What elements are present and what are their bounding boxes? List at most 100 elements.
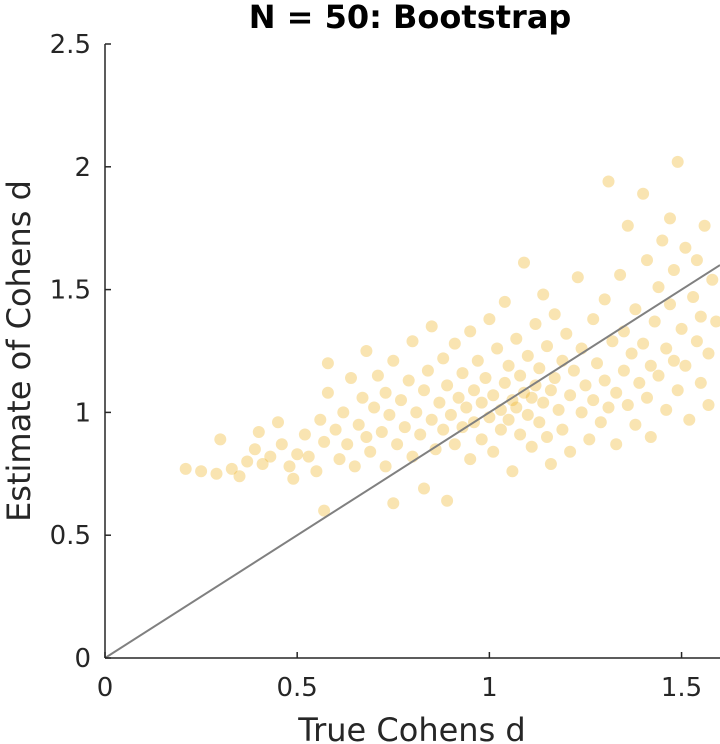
data-point [510, 401, 523, 414]
data-point [579, 379, 592, 392]
y-axis-ticks: 0 0.5 1 1.5 2 2.5 [50, 30, 111, 674]
data-point [648, 315, 661, 328]
x-tick-label: 1 [481, 673, 498, 703]
data-point [233, 470, 246, 483]
data-point [683, 413, 696, 426]
data-point [302, 450, 315, 463]
data-point [702, 347, 715, 360]
data-point [321, 357, 334, 370]
data-point [602, 175, 615, 188]
data-point [487, 445, 500, 458]
data-point [287, 472, 300, 485]
data-point [333, 453, 346, 466]
data-point [518, 256, 530, 269]
data-point [283, 460, 296, 473]
data-point [360, 431, 373, 443]
x-tick-label: 0.5 [277, 673, 318, 703]
data-point [506, 394, 519, 407]
data-point [664, 212, 676, 225]
chart-title: N = 50: Bootstrap [249, 0, 572, 36]
data-point [571, 271, 584, 284]
data-point [272, 416, 284, 429]
data-point [471, 354, 484, 367]
x-tick-label: 1.5 [661, 673, 702, 703]
data-point [629, 418, 642, 431]
y-tick-label: 0 [74, 644, 91, 674]
identity-reference-line [104, 264, 720, 659]
data-point [225, 462, 238, 475]
data-points [179, 155, 720, 517]
data-point [483, 313, 496, 326]
data-point [425, 320, 438, 333]
data-point [560, 327, 573, 340]
data-point [710, 315, 720, 328]
data-point [502, 413, 515, 426]
data-point [514, 428, 527, 441]
data-point [525, 391, 538, 404]
data-point [487, 389, 500, 402]
data-point [444, 408, 457, 421]
data-point [641, 254, 653, 267]
y-tick-label: 1.5 [50, 276, 91, 306]
data-point [679, 241, 692, 254]
data-point [275, 438, 288, 451]
data-point [383, 408, 396, 421]
data-point [429, 443, 442, 456]
data-point [694, 376, 707, 389]
data-point [348, 460, 361, 473]
data-point [418, 482, 430, 495]
data-point [506, 465, 519, 478]
data-point [521, 349, 534, 362]
data-point [544, 458, 557, 470]
data-point [356, 391, 369, 404]
data-point [690, 254, 703, 267]
data-point [594, 416, 607, 429]
data-point [644, 359, 657, 372]
data-point [656, 234, 669, 247]
y-tick-label: 0.5 [50, 521, 91, 551]
data-point [671, 384, 684, 397]
data-point [702, 399, 715, 411]
data-point [345, 372, 357, 384]
data-point [556, 423, 569, 436]
data-point [179, 462, 192, 475]
data-point [318, 435, 331, 448]
data-point [298, 428, 311, 441]
data-point [698, 219, 711, 232]
data-point [591, 357, 603, 370]
data-point [475, 433, 488, 446]
data-point [402, 374, 415, 387]
data-point [387, 354, 400, 367]
data-point [510, 332, 523, 345]
data-point [456, 367, 469, 380]
data-point [541, 431, 553, 443]
data-point [621, 399, 634, 411]
data-point [567, 364, 580, 377]
data-point [498, 295, 511, 308]
data-point [667, 264, 680, 276]
data-point [321, 386, 334, 399]
data-point [652, 369, 665, 382]
data-point [625, 347, 638, 360]
data-point [564, 389, 577, 402]
data-point [537, 396, 550, 409]
data-point [337, 406, 350, 419]
data-point [525, 440, 538, 453]
data-point [364, 445, 377, 458]
y-tick-label: 2 [74, 153, 91, 183]
data-point [433, 396, 446, 409]
data-point [329, 423, 342, 436]
data-point [533, 416, 546, 429]
data-point [614, 268, 627, 281]
data-point [518, 386, 530, 399]
data-point [494, 423, 507, 436]
y-axis-label: Estimate of Cohens d [0, 180, 38, 522]
data-point [391, 438, 404, 451]
data-point [341, 438, 354, 451]
data-point [664, 298, 676, 311]
data-point [587, 394, 600, 407]
data-point [406, 335, 419, 348]
data-point [241, 455, 254, 468]
data-point [248, 443, 261, 456]
data-point [464, 453, 477, 466]
